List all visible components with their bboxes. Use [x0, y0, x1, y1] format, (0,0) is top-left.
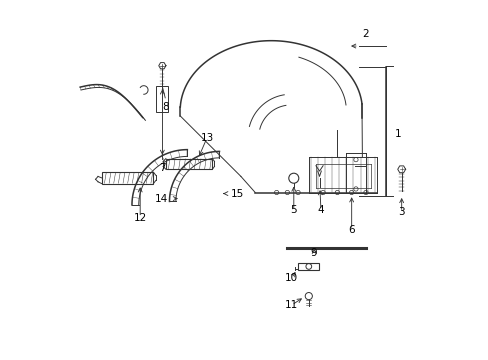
Text: 8: 8 — [162, 103, 168, 112]
Text: 7: 7 — [159, 163, 165, 173]
Text: 14: 14 — [154, 194, 167, 203]
Text: 9: 9 — [310, 248, 317, 258]
Text: 12: 12 — [133, 212, 146, 222]
Text: 6: 6 — [347, 225, 354, 235]
Text: 1: 1 — [394, 129, 401, 139]
Bar — [165, 158, 212, 169]
Bar — [156, 86, 168, 112]
Text: 3: 3 — [398, 207, 404, 217]
Bar — [298, 262, 318, 270]
Text: 10: 10 — [285, 273, 298, 283]
Text: 4: 4 — [317, 205, 324, 215]
Text: 11: 11 — [285, 300, 298, 310]
Text: 2: 2 — [362, 29, 368, 39]
Text: 15: 15 — [230, 189, 244, 199]
Text: 5: 5 — [290, 205, 297, 215]
Text: 13: 13 — [200, 133, 213, 143]
Bar — [102, 172, 153, 184]
